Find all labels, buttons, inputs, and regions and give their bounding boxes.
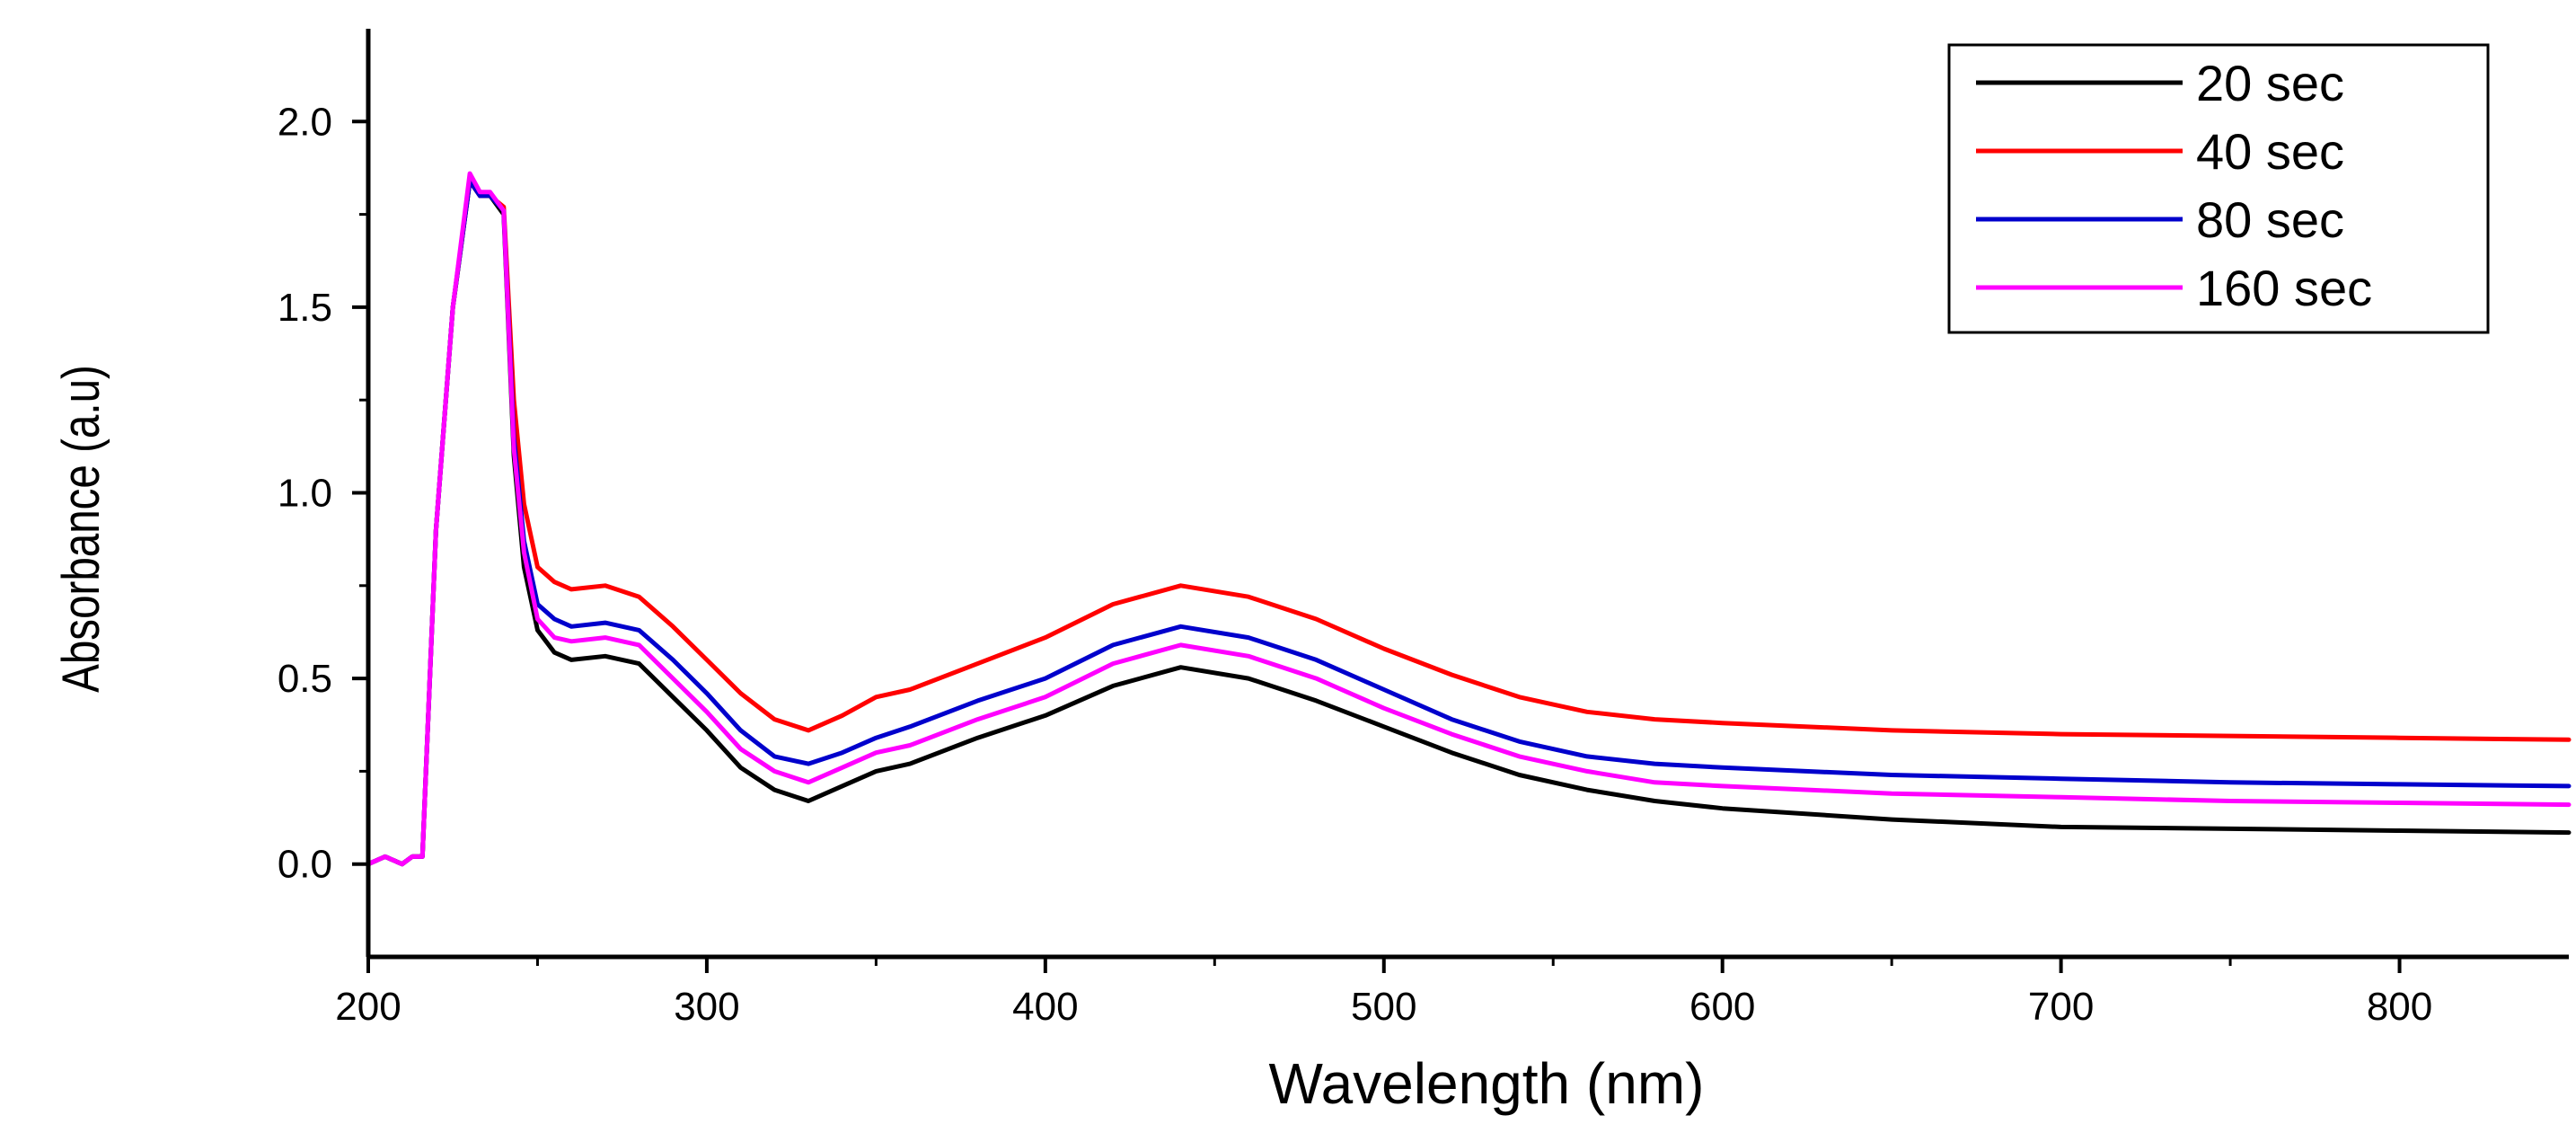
x-tick-label: 800 xyxy=(2367,985,2432,1029)
x-tick-label: 500 xyxy=(1351,985,1416,1029)
axes-layer: 200 300 400 500 600 700 800 0.0 0.5 1.0 1.5 2.0 Wave… xyxy=(53,29,2569,1116)
x-tick-label: 300 xyxy=(674,985,739,1029)
x-tick-label: 600 xyxy=(1689,985,1755,1029)
x-tick-label: 200 xyxy=(335,985,401,1029)
x-tick-label: 700 xyxy=(2028,985,2094,1029)
y-axis-title: Absorbance (a.u) xyxy=(53,365,111,693)
y-tick-label: 1.5 xyxy=(278,286,332,330)
legend-label: 80 sec xyxy=(2196,191,2344,248)
y-tick-label: 0.0 xyxy=(278,843,332,887)
x-tick-label: 400 xyxy=(1012,985,1078,1029)
legend-box xyxy=(1947,43,2490,334)
legend-label: 20 sec xyxy=(2196,55,2344,111)
series-line-160-sec xyxy=(366,171,2572,867)
y-tick-label: 0.5 xyxy=(278,657,332,701)
legend-label: 160 sec xyxy=(2196,260,2372,316)
x-axis-title: Wavelength (nm) xyxy=(1269,1051,1705,1116)
legend-label: 40 sec xyxy=(2196,123,2344,180)
legend: 20 sec 40 sec 80 sec 160 sec xyxy=(1947,43,2490,334)
y-tick-label: 2.0 xyxy=(278,100,332,144)
y-tick-label: 1.0 xyxy=(278,472,332,516)
series-layer xyxy=(366,171,2572,867)
